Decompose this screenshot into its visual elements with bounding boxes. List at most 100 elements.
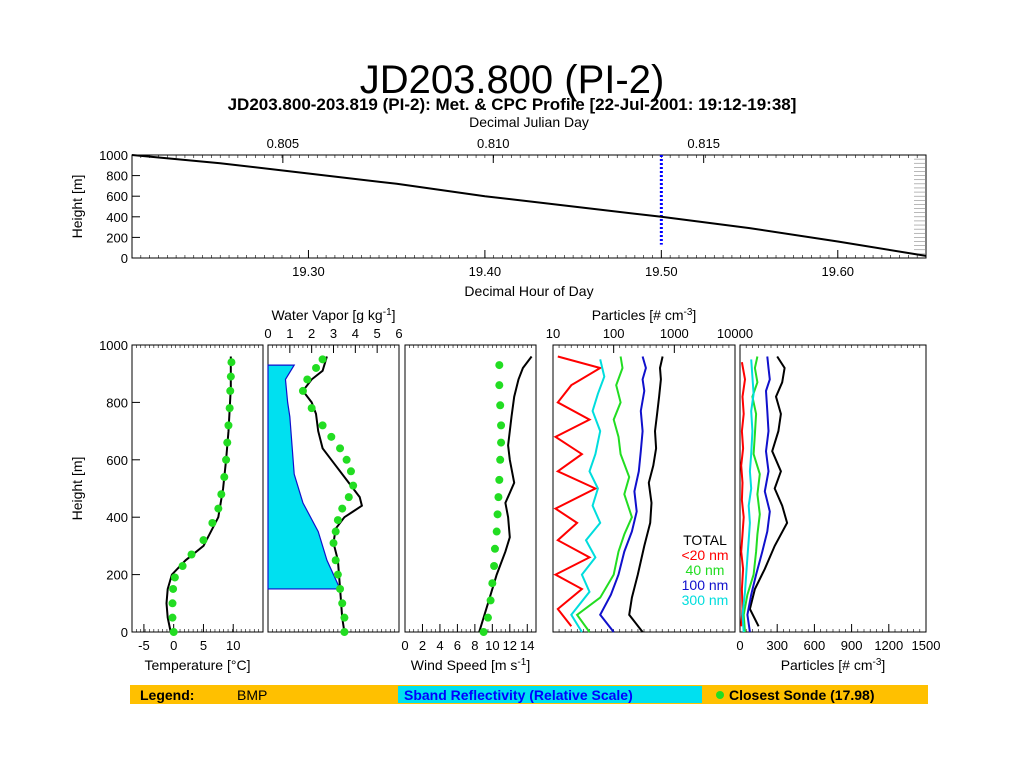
sonde-point xyxy=(333,516,342,525)
sonde-point xyxy=(479,628,488,636)
legend-entry: <20 nm xyxy=(681,547,728,563)
sonde-point xyxy=(329,539,338,548)
x2-tick-label: 1000 xyxy=(660,326,689,341)
series-line xyxy=(628,356,664,633)
series-line xyxy=(746,356,771,633)
sonde-point xyxy=(169,628,178,636)
series-line xyxy=(740,362,747,627)
x-tick-label: 19.40 xyxy=(469,264,502,279)
x-tick-label: 19.60 xyxy=(822,264,855,279)
x-tick-label: 0 xyxy=(736,638,743,653)
sonde-point xyxy=(493,510,502,519)
panel-wind_speed: 0 2 4 6 8 10 12 14 Wind Speed [m s-1] xyxy=(401,344,537,673)
sonde-point xyxy=(497,421,506,430)
y-tick-label: 600 xyxy=(106,453,128,468)
sband-reflectivity-fill xyxy=(267,364,341,590)
x-axis-label: Particles [# cm-3] xyxy=(781,657,886,673)
y-tick-label: 400 xyxy=(106,510,128,525)
sonde-point xyxy=(490,544,499,553)
series-line xyxy=(741,359,755,633)
sonde-point xyxy=(486,596,495,605)
legend-sonde: Closest Sonde (17.98) xyxy=(729,687,875,703)
sonde-point xyxy=(169,584,178,593)
legend-bar: Legend: BMP Sband Reflectivity (Relative… xyxy=(130,685,928,704)
series-line xyxy=(165,356,232,633)
y-tick-label: 200 xyxy=(106,568,128,583)
legend-sonde-dot xyxy=(716,691,724,699)
legend-sband: Sband Reflectivity (Relative Scale) xyxy=(404,687,633,703)
series-line xyxy=(131,154,927,257)
x2-tick-label: 2 xyxy=(308,326,315,341)
x-tick-label: 10 xyxy=(226,638,240,653)
sonde-point xyxy=(220,473,229,482)
sonde-point xyxy=(312,363,321,372)
y-tick-label: 200 xyxy=(106,230,128,245)
x2-tick-label: 0.815 xyxy=(687,136,720,151)
x2-tick-label: 1 xyxy=(286,326,293,341)
legend-sband-box xyxy=(398,686,702,703)
x-tick-label: 19.30 xyxy=(292,264,325,279)
figure-title: JD203.800-203.819 (PI-2): Met. & CPC Pro… xyxy=(228,95,797,114)
y-tick-label: 400 xyxy=(106,210,128,225)
sonde-point xyxy=(327,432,336,441)
y-tick-label: 800 xyxy=(106,395,128,410)
legend-entry: 300 nm xyxy=(682,592,729,608)
sonde-point xyxy=(208,518,217,527)
sonde-point xyxy=(494,493,503,502)
sonde-point xyxy=(178,561,187,570)
x-tick-label: 2 xyxy=(419,638,426,653)
sonde-point xyxy=(318,421,327,430)
sonde-point xyxy=(168,599,177,608)
y-tick-label: 1000 xyxy=(99,338,128,353)
legend-entry: TOTAL xyxy=(683,532,727,548)
series-line xyxy=(570,359,606,633)
sonde-point xyxy=(199,536,208,545)
panel-frame xyxy=(131,154,927,259)
y-tick-label: 0 xyxy=(121,625,128,640)
x-tick-label: 6 xyxy=(454,638,461,653)
x-tick-label: 0 xyxy=(170,638,177,653)
series-line xyxy=(478,355,533,633)
sonde-point xyxy=(336,444,345,453)
series-line xyxy=(575,356,633,633)
sonde-point xyxy=(226,386,235,395)
x-tick-label: 5 xyxy=(200,638,207,653)
sonde-point xyxy=(483,613,492,622)
sonde-point xyxy=(226,372,235,381)
x-tick-label: 0 xyxy=(401,638,408,653)
sonde-point xyxy=(490,561,499,570)
x-axis-label: Temperature [°C] xyxy=(145,657,251,673)
series-line xyxy=(301,356,364,633)
x-tick-label: 14 xyxy=(520,638,534,653)
legend-entry: 40 nm xyxy=(686,562,725,578)
x-tick-label: 4 xyxy=(436,638,443,653)
legend-entry: 100 nm xyxy=(682,577,729,593)
sonde-point xyxy=(340,613,349,622)
panel-particles_linear: 0 300 600 900 1200 1500 Particles [# cm-3] xyxy=(736,344,941,673)
x-tick-label: 8 xyxy=(471,638,478,653)
x-tick-label: 300 xyxy=(766,638,788,653)
x-tick-label: 600 xyxy=(804,638,826,653)
x2-axis-label: Particles [# cm-3] xyxy=(592,307,697,323)
sonde-point xyxy=(344,493,353,502)
sonde-point xyxy=(336,584,345,593)
series-line xyxy=(553,355,603,627)
x2-axis-label: Decimal Julian Day xyxy=(469,114,589,130)
x-tick-label: 1500 xyxy=(912,638,941,653)
x-tick-label: 1200 xyxy=(874,638,903,653)
sonde-point xyxy=(496,455,505,464)
y-tick-label: 0 xyxy=(121,251,128,266)
sonde-point xyxy=(338,504,347,513)
sonde-point xyxy=(214,504,223,513)
sonde-point xyxy=(217,490,226,499)
y-tick-label: 600 xyxy=(106,189,128,204)
x2-tick-label: 10 xyxy=(546,326,560,341)
sonde-point xyxy=(333,570,342,579)
x-tick-label: 10 xyxy=(485,638,499,653)
x-tick-label: 12 xyxy=(503,638,517,653)
panel-temperature: -5 0 5 10 1000 800 600 400 200 0 Temperature [°C] H… xyxy=(69,338,264,673)
x2-tick-label: 10000 xyxy=(717,326,753,341)
sonde-point xyxy=(170,573,179,582)
sonde-point xyxy=(338,599,347,608)
